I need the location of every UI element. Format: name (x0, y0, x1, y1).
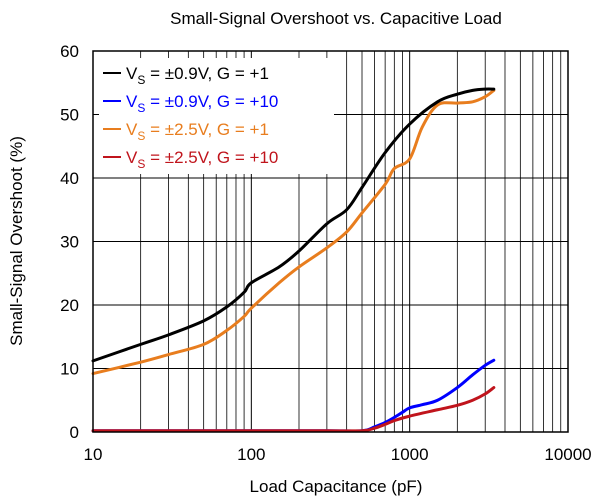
legend-entry: VS = ±2.5V, G = +10 (126, 148, 278, 171)
legend-entry: VS = ±0.9V, G = +1 (126, 64, 269, 87)
legend-entry: VS = ±0.9V, G = +10 (126, 92, 278, 115)
series-lines (91, 87, 496, 433)
y-axis-label: Small-Signal Overshoot (%) (7, 136, 26, 346)
y-tick-label: 40 (60, 169, 79, 188)
y-tick-label: 30 (60, 233, 79, 252)
legend-entry: VS = ±2.5V, G = +1 (126, 120, 269, 143)
y-tick-label: 20 (60, 296, 79, 315)
x-tick-label: 1000 (391, 445, 429, 464)
y-tick-label: 60 (60, 42, 79, 61)
x-tick-label: 100 (237, 445, 265, 464)
series-line-2 (91, 358, 496, 433)
x-tick-label: 10 (84, 445, 103, 464)
x-tick-label: 10000 (544, 445, 591, 464)
y-tick-label: 50 (60, 106, 79, 125)
legend: VS = ±0.9V, G = +1 VS = ±0.9V, G = +10 VS … (99, 58, 334, 174)
x-axis-label: Load Capacitance (pF) (250, 477, 423, 496)
y-tick-label: 0 (70, 423, 79, 442)
series-line-4 (91, 386, 496, 433)
plot-frame (92, 50, 569, 433)
tick-labels: 10 100 1000 10000 0 10 20 30 40 50 60 (60, 42, 592, 464)
chart-title: Small-Signal Overshoot vs. Capacitive Lo… (170, 9, 502, 28)
series-line-3 (91, 88, 496, 376)
legend-background (99, 58, 334, 174)
series-line-1 (91, 87, 496, 363)
y-tick-label: 10 (60, 360, 79, 379)
